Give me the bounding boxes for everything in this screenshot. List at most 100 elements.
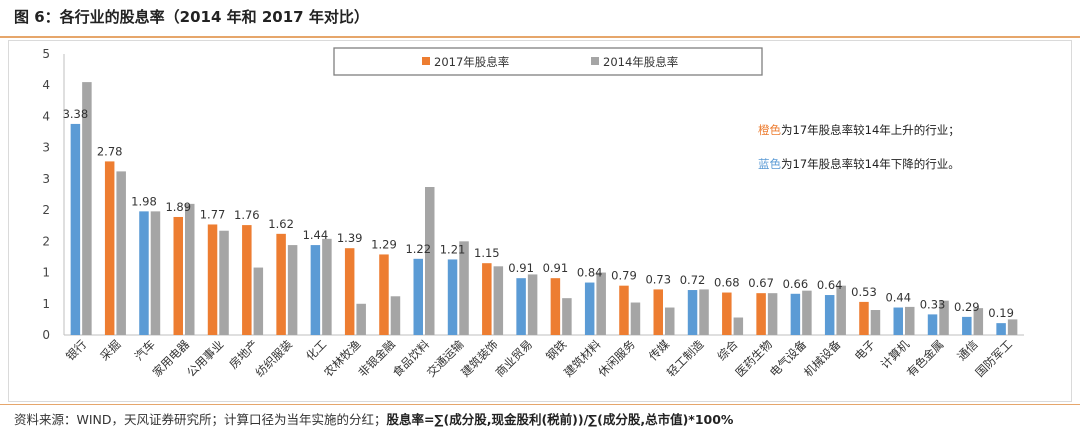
bar-2014: [116, 171, 126, 335]
bar-2014: [219, 230, 229, 335]
bar-2017: [927, 314, 938, 335]
x-tick-label: 国防军工: [973, 337, 1015, 379]
bar-2017: [482, 263, 492, 335]
bar-2014: [905, 306, 915, 335]
note-rising-text: 为17年股息率较14年上升的行业；: [781, 123, 960, 137]
x-tick-label: 休闲服务: [595, 337, 638, 380]
bar-2017: [344, 248, 355, 335]
bar-2014: [322, 238, 332, 335]
bar-2014: [390, 296, 401, 335]
data-label: 0.44: [885, 291, 911, 305]
legend-label-2017: 2017年股息率: [434, 55, 509, 69]
x-tick-label: 机械设备: [801, 337, 844, 380]
bar-2014: [939, 300, 949, 335]
data-label: 1.29: [371, 237, 397, 251]
data-label: 1.89: [165, 200, 191, 214]
bar-2014: [1007, 319, 1018, 335]
x-tick-label: 交通运输: [424, 337, 467, 380]
bar-2017: [962, 316, 972, 335]
bar-2017: [413, 258, 423, 335]
bar-2017: [756, 293, 766, 335]
x-tick-label: 建筑装饰: [458, 337, 500, 379]
note-falling-text: 为17年股息率较14年下降的行业。: [781, 157, 960, 171]
note-falling: 蓝色为17年股息率较14年下降的行业。: [758, 156, 960, 172]
chart-frame: [8, 40, 1072, 402]
x-tick-label: 非银金融: [355, 337, 398, 380]
data-label: 1.15: [474, 246, 500, 260]
bar-2017: [139, 211, 149, 335]
bar-2014: [150, 211, 161, 335]
bar-2017: [687, 290, 698, 335]
bar-2017: [893, 307, 903, 335]
x-tick-label: 汽车: [132, 337, 158, 363]
bar-2017: [619, 285, 629, 335]
data-label: 0.67: [748, 276, 774, 290]
x-tick-label: 电子: [852, 337, 878, 363]
x-tick-label: 采掘: [97, 337, 123, 363]
x-tick-label: 医药生物: [733, 337, 775, 379]
data-label: 0.29: [954, 300, 980, 314]
y-tick-label: 2: [42, 203, 50, 217]
y-tick-label: 1: [42, 297, 50, 311]
data-label: 0.72: [680, 273, 706, 287]
x-tick-label: 电气设备: [767, 337, 810, 380]
bar-2017: [722, 292, 732, 335]
bar-2017: [447, 259, 458, 335]
x-tick-label: 公用事业: [184, 337, 226, 379]
y-tick-label: 1: [42, 266, 50, 280]
data-label: 1.22: [405, 242, 431, 256]
bar-2014: [767, 293, 778, 335]
data-label: 0.68: [714, 276, 740, 290]
bar-2014: [699, 289, 709, 335]
bar-2017: [104, 161, 115, 335]
note-falling-keyword: 蓝色: [758, 157, 781, 171]
data-label: 0.33: [920, 297, 946, 311]
bar-2014: [596, 272, 606, 335]
bar-2014: [836, 285, 846, 335]
bar-2014: [287, 245, 298, 335]
bar-2014: [253, 267, 264, 335]
data-label: 2.78: [97, 144, 123, 158]
bar-2017: [550, 278, 561, 335]
note-rising: 橙色为17年股息率较14年上升的行业；: [758, 122, 960, 138]
formula-text: 股息率=∑(成分股,现金股利(税前))/∑(成分股,总市值)*100%: [386, 412, 734, 427]
bar-2017: [379, 254, 389, 335]
footer-divider: [0, 404, 1080, 405]
bar-2017: [996, 323, 1006, 335]
bar-2017: [173, 216, 183, 335]
data-label: 0.91: [543, 261, 569, 275]
bar-2017: [859, 301, 869, 335]
y-tick-label: 4: [42, 109, 50, 123]
y-tick-label: 3: [42, 141, 50, 155]
source-footer: 资料来源：WIND，天风证券研究所；计算口径为当年实施的分红；股息率=∑(成分股…: [14, 409, 733, 428]
bar-2014: [973, 308, 984, 335]
x-tick-label: 农林牧渔: [321, 337, 363, 379]
x-tick-label: 轻工制造: [664, 337, 707, 380]
bar-2014: [527, 274, 538, 335]
bar-2017: [207, 224, 218, 335]
data-label: 0.19: [988, 306, 1014, 320]
y-tick-label: 3: [42, 172, 50, 186]
bar-2014: [459, 241, 469, 335]
bar-2014: [665, 307, 675, 335]
x-tick-label: 商业贸易: [493, 337, 535, 379]
y-tick-label: 5: [42, 47, 50, 61]
data-label: 1.21: [440, 242, 466, 256]
data-label: 0.53: [851, 285, 877, 299]
data-label: 0.91: [508, 261, 534, 275]
note-rising-keyword: 橙色: [758, 123, 781, 137]
bar-2017: [584, 282, 595, 335]
x-tick-label: 纺织服装: [253, 337, 296, 380]
x-tick-label: 银行: [63, 337, 89, 363]
bar-2014: [562, 298, 572, 335]
data-label: 0.79: [611, 269, 637, 283]
bar-2017: [516, 278, 526, 335]
data-label: 0.66: [783, 277, 809, 291]
bar-2014: [870, 310, 881, 335]
bar-2017: [653, 289, 663, 335]
bar-2014: [630, 302, 641, 335]
legend-swatch-2017: [422, 57, 430, 65]
data-label: 3.38: [63, 107, 89, 121]
data-label: 1.39: [337, 231, 363, 245]
